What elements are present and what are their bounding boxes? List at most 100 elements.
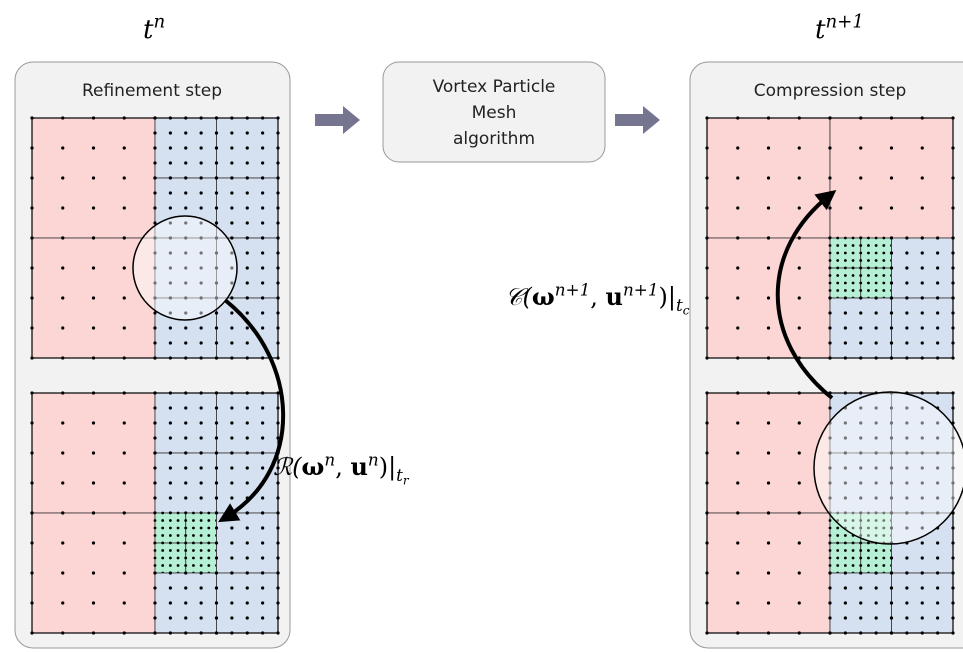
formula: tn (143, 12, 165, 45)
dot (936, 266, 940, 270)
dot (261, 586, 265, 590)
block-arrow (615, 106, 660, 134)
dot (836, 526, 840, 530)
dot (859, 281, 863, 285)
dot (153, 541, 157, 545)
dot (168, 296, 172, 300)
dot (230, 341, 234, 345)
dot (828, 541, 832, 545)
dot (261, 326, 265, 330)
grid-frame (706, 117, 954, 359)
dot (889, 466, 894, 470)
dot (936, 436, 940, 440)
dot (168, 406, 172, 410)
dot (199, 541, 203, 545)
dot (889, 436, 894, 440)
dot (214, 161, 219, 165)
dot (184, 526, 188, 530)
dot (889, 341, 894, 345)
dot (874, 571, 878, 575)
dot (230, 146, 234, 150)
dot (936, 586, 940, 590)
dot (214, 281, 219, 285)
dot (920, 326, 924, 330)
dot (867, 244, 870, 247)
dot (766, 451, 771, 455)
dot (736, 296, 740, 300)
dot (214, 406, 219, 410)
dot (766, 541, 771, 545)
dot (207, 541, 211, 545)
dot (859, 496, 863, 500)
dot (230, 526, 234, 530)
dot (867, 564, 870, 567)
dot (766, 236, 771, 240)
dot (920, 406, 924, 410)
dot (882, 534, 886, 537)
dot (859, 259, 863, 262)
formula-part: n+1 (825, 12, 864, 33)
dot (920, 616, 924, 620)
dot (91, 326, 96, 330)
dot (161, 564, 165, 567)
dot (261, 281, 265, 285)
dot (874, 556, 878, 560)
dot (168, 146, 172, 150)
dot (230, 311, 234, 315)
dot (184, 534, 188, 537)
dot (905, 496, 909, 500)
dot (245, 466, 249, 470)
dot (245, 436, 249, 440)
dot (905, 586, 909, 590)
dot (867, 511, 870, 515)
dot (153, 206, 157, 210)
dot (797, 451, 801, 455)
dot (874, 586, 878, 590)
dot (230, 586, 234, 590)
dot (859, 511, 863, 515)
dot (859, 274, 863, 277)
formula-part: n+1 (623, 279, 659, 299)
dot (207, 556, 211, 560)
dot (245, 281, 249, 285)
dot (91, 511, 96, 515)
dot (882, 564, 886, 567)
dot (245, 616, 249, 620)
dot (905, 451, 909, 455)
dot (153, 421, 157, 425)
dot (920, 311, 924, 315)
dot (920, 541, 924, 545)
dot (161, 519, 165, 522)
dot (245, 176, 249, 180)
dot (936, 496, 940, 500)
box-line: Vortex Particle (433, 77, 556, 97)
dot (230, 251, 234, 255)
dot (91, 206, 96, 210)
dot (245, 326, 249, 330)
dot (245, 421, 249, 425)
dot (153, 131, 157, 135)
dot (245, 311, 249, 315)
dot (889, 266, 894, 270)
formula-part: , (590, 283, 605, 311)
dot (889, 511, 894, 515)
dot (851, 556, 855, 560)
dot (828, 341, 832, 345)
dot (199, 266, 203, 270)
dot (184, 421, 188, 425)
dot (184, 341, 188, 345)
dot (61, 266, 65, 270)
dot (843, 326, 847, 330)
dot (61, 481, 65, 485)
formula-part: ω (532, 282, 555, 311)
dot (161, 511, 165, 515)
dot (168, 266, 172, 270)
dot (766, 601, 771, 605)
dot (936, 421, 940, 425)
dot (184, 406, 188, 410)
dot (836, 259, 840, 262)
dot (889, 481, 894, 485)
dot (122, 296, 126, 300)
dot (199, 519, 203, 522)
dot (859, 586, 863, 590)
